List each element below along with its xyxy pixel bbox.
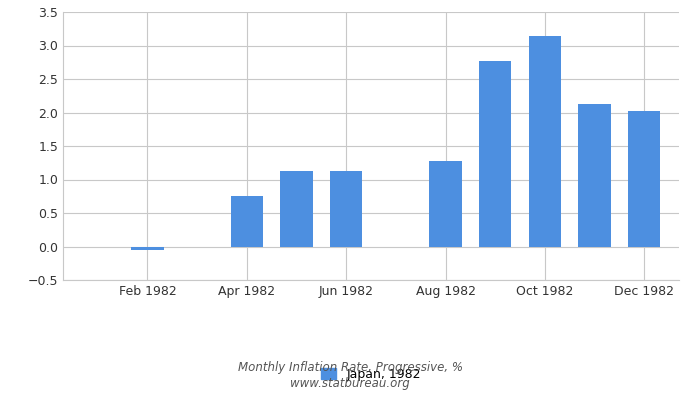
Bar	[628, 111, 660, 246]
Bar	[132, 246, 164, 250]
Text: www.statbureau.org: www.statbureau.org	[290, 378, 410, 390]
Text: Monthly Inflation Rate, Progressive, %: Monthly Inflation Rate, Progressive, %	[237, 362, 463, 374]
Bar	[330, 171, 363, 246]
Bar	[578, 104, 610, 246]
Bar	[280, 171, 313, 246]
Bar	[479, 61, 511, 246]
Legend: Japan, 1982: Japan, 1982	[321, 368, 421, 381]
Bar	[429, 162, 462, 246]
Bar	[528, 36, 561, 246]
Bar	[231, 196, 263, 246]
